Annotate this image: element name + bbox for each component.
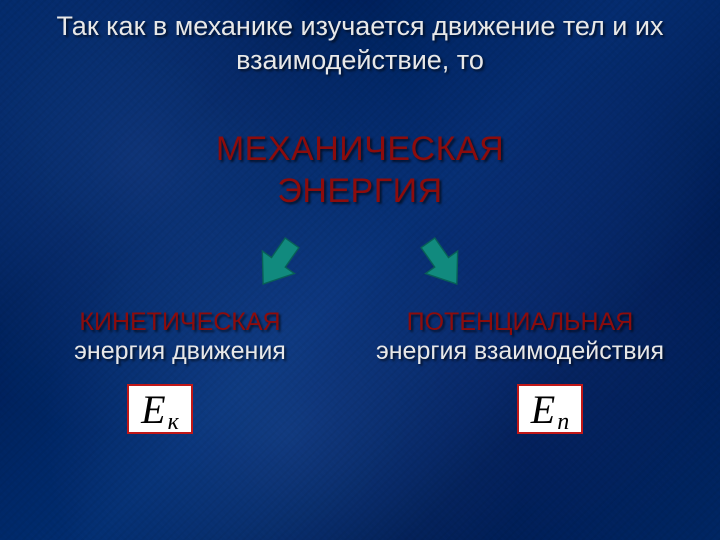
kinetic-formula-base: E <box>141 387 165 432</box>
arrow-shape <box>247 231 308 294</box>
potential-formula-box: Eп <box>517 384 583 434</box>
potential-title: ПОТЕНЦИАЛЬНАЯ <box>360 308 680 337</box>
main-title-line2: ЭНЕРГИЯ <box>277 172 442 210</box>
main-title: МЕХАНИЧЕСКАЯ ЭНЕРГИЯ <box>0 128 720 213</box>
branches-row: КИНЕТИЧЕСКАЯ энергия движения Eк ПОТЕНЦИ… <box>0 308 720 434</box>
arrow-right-icon <box>405 225 475 300</box>
kinetic-subtitle: энергия движения <box>40 337 320 366</box>
potential-formula-sub: п <box>557 409 569 435</box>
branch-left: КИНЕТИЧЕСКАЯ энергия движения Eк <box>40 308 320 434</box>
potential-subtitle: энергия взаимодействия <box>360 337 680 366</box>
arrow-left-icon <box>245 225 315 300</box>
slide-content: Так как в механике изучается движение те… <box>0 0 720 540</box>
potential-formula-base: E <box>531 387 555 432</box>
kinetic-title: КИНЕТИЧЕСКАЯ <box>40 308 320 337</box>
kinetic-formula-sub: к <box>168 409 179 435</box>
main-title-line1: МЕХАНИЧЕСКАЯ <box>216 130 504 168</box>
intro-text: Так как в механике изучается движение те… <box>0 0 720 78</box>
slide-background: Так как в механике изучается движение те… <box>0 0 720 540</box>
kinetic-formula-box: Eк <box>127 384 193 434</box>
arrows-row <box>0 225 720 300</box>
branch-right: ПОТЕНЦИАЛЬНАЯ энергия взаимодействия Eп <box>360 308 680 434</box>
